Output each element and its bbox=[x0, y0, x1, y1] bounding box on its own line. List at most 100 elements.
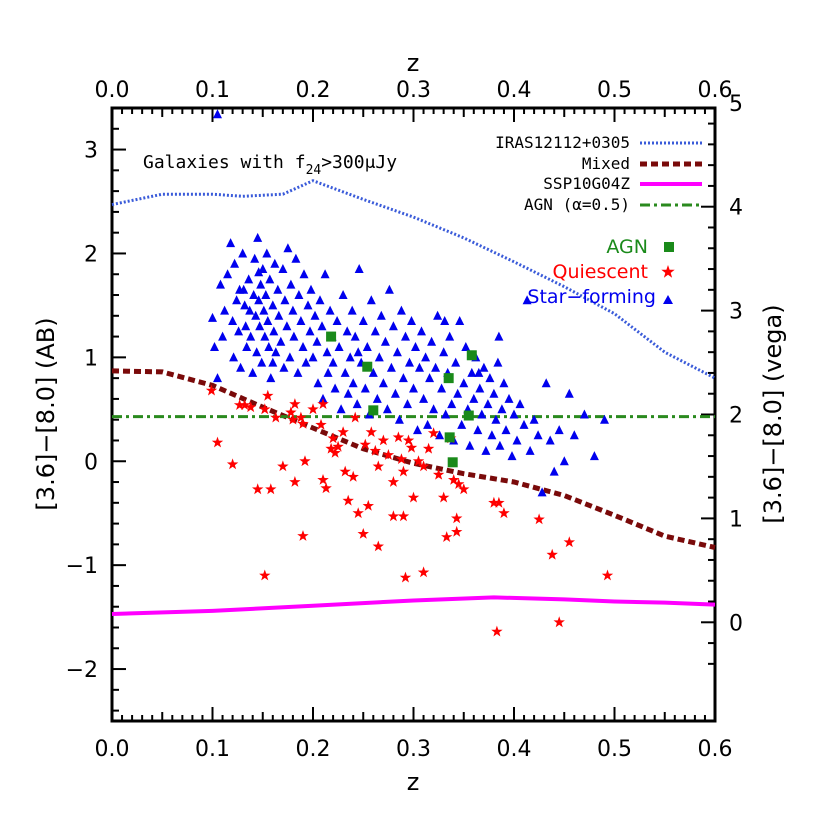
starforming-point bbox=[303, 300, 313, 310]
starforming-point bbox=[388, 321, 398, 331]
agn-point bbox=[443, 373, 454, 384]
starforming-point bbox=[260, 331, 270, 341]
starforming-point bbox=[554, 425, 564, 435]
starforming-point bbox=[266, 373, 276, 383]
starforming-point bbox=[342, 326, 352, 336]
quiescent-point bbox=[488, 496, 500, 508]
starforming-point bbox=[256, 279, 266, 289]
starforming-point bbox=[323, 367, 333, 377]
starforming-point bbox=[440, 316, 450, 325]
quiescent-point bbox=[332, 440, 344, 452]
quiescent-point bbox=[397, 510, 410, 522]
model-lines bbox=[111, 179, 716, 616]
starforming-point bbox=[234, 326, 244, 336]
legend-label-iras: IRAS12112+0305 bbox=[495, 133, 630, 152]
starforming-point bbox=[348, 378, 358, 388]
starforming-point bbox=[401, 331, 410, 341]
y-tick-label-left: 1 bbox=[84, 346, 98, 371]
quiescent-point bbox=[399, 571, 412, 583]
quiescent-point bbox=[327, 432, 339, 444]
starforming-point bbox=[288, 305, 298, 315]
quiescent-point bbox=[245, 401, 257, 413]
starforming-point bbox=[433, 310, 443, 320]
quiescent-point bbox=[448, 474, 460, 485]
annotation-sub: 24 bbox=[306, 163, 322, 178]
starforming-point bbox=[350, 331, 360, 341]
quiescent-point bbox=[297, 417, 309, 429]
x-tick-label-top: 0.1 bbox=[195, 78, 230, 103]
x-tick-label-top: 0.3 bbox=[396, 78, 431, 103]
quiescent-point bbox=[417, 460, 430, 472]
starforming-point bbox=[559, 456, 569, 466]
starforming-point bbox=[334, 342, 344, 351]
quiescent-point bbox=[359, 438, 371, 450]
starforming-point bbox=[465, 440, 475, 450]
starforming-point bbox=[236, 362, 246, 372]
starforming-point bbox=[208, 312, 217, 322]
quiescent-point bbox=[317, 398, 329, 409]
legend-marker-quiescent bbox=[661, 265, 675, 278]
quiescent-point bbox=[451, 525, 463, 537]
starforming-point bbox=[271, 347, 281, 357]
quiescent-point bbox=[372, 460, 384, 472]
y-tick-label-right: 0 bbox=[729, 611, 743, 636]
y-tick-label-right: 5 bbox=[729, 92, 743, 117]
quiescent-point bbox=[493, 496, 505, 508]
quiescent-point bbox=[226, 458, 239, 470]
legend-label-agn: AGN bbox=[606, 236, 648, 258]
starforming-point bbox=[491, 414, 501, 424]
quiescent-point bbox=[320, 482, 332, 494]
quiescent-point bbox=[252, 483, 264, 495]
quiescent-point bbox=[377, 434, 390, 446]
y-tick-label-right: 3 bbox=[729, 300, 743, 325]
quiescent-point bbox=[347, 470, 359, 482]
quiescent-point bbox=[392, 431, 405, 443]
agn-point bbox=[463, 410, 474, 421]
quiescent-point bbox=[491, 625, 503, 637]
starforming-point bbox=[455, 316, 465, 325]
starforming-point bbox=[360, 383, 370, 393]
starforming-point bbox=[218, 331, 228, 341]
quiescent-point bbox=[451, 512, 463, 524]
starforming-point bbox=[415, 362, 424, 372]
starforming-point bbox=[515, 399, 525, 409]
quiescent-point bbox=[277, 460, 289, 472]
starforming-point bbox=[249, 290, 259, 299]
starforming-point bbox=[325, 305, 335, 315]
starforming-point bbox=[473, 425, 483, 435]
quiescent-point bbox=[533, 513, 545, 525]
starforming-point bbox=[394, 414, 404, 424]
quiescent-point bbox=[427, 427, 440, 439]
x-tick-label-bottom: 0.6 bbox=[698, 737, 733, 762]
starforming-point bbox=[537, 487, 547, 497]
quiescent-point bbox=[287, 413, 299, 425]
quiescent-point bbox=[299, 455, 311, 467]
starforming-point bbox=[263, 316, 273, 325]
starforming-point bbox=[250, 253, 260, 263]
starforming-point bbox=[285, 352, 295, 362]
starforming-point bbox=[525, 445, 535, 455]
starforming-point bbox=[312, 336, 322, 346]
starforming-point bbox=[499, 378, 509, 388]
starforming-point bbox=[345, 352, 355, 362]
starforming-point bbox=[228, 316, 238, 325]
starforming-point bbox=[579, 409, 589, 419]
quiescent-point bbox=[295, 411, 307, 423]
starforming-point bbox=[489, 388, 499, 398]
starforming-point bbox=[487, 430, 497, 440]
starforming-point bbox=[461, 342, 471, 351]
starforming-point bbox=[268, 300, 278, 310]
quiescent-point bbox=[601, 569, 614, 581]
quiescent-point bbox=[441, 531, 453, 542]
starforming-point bbox=[278, 264, 288, 273]
starforming-point bbox=[403, 399, 412, 409]
agn-point bbox=[466, 350, 477, 361]
model-line-solid bbox=[111, 595, 716, 616]
starforming-point bbox=[273, 284, 283, 294]
quiescent-point bbox=[382, 449, 395, 460]
x-tick-label-bottom: 0.5 bbox=[597, 737, 632, 762]
quiescent-point bbox=[317, 474, 329, 485]
quiescent-point bbox=[297, 530, 309, 541]
agn-point bbox=[368, 405, 379, 416]
starforming-point bbox=[283, 243, 293, 253]
